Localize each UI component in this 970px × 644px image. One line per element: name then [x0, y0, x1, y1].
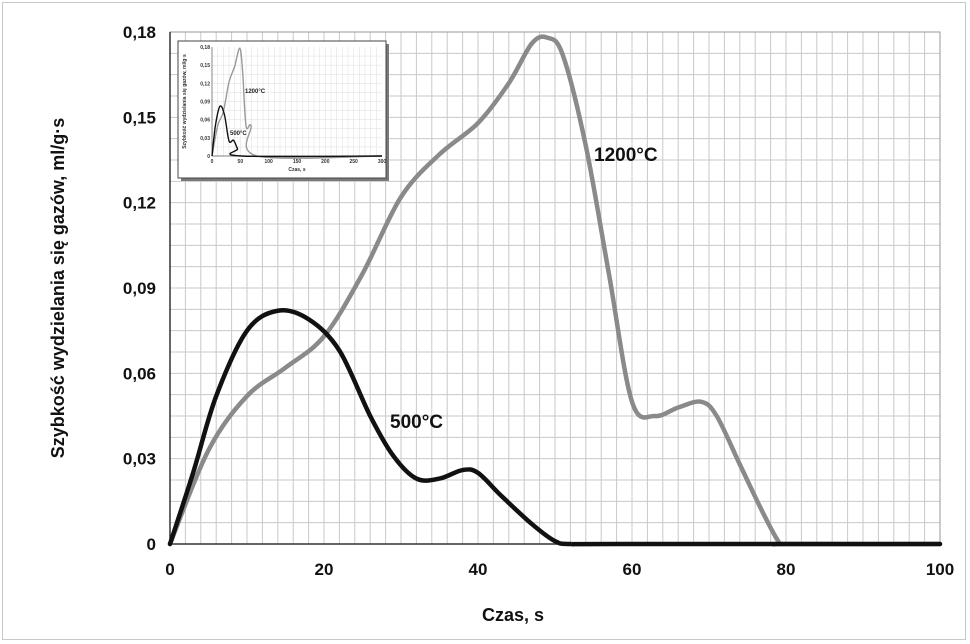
series-lines: [167, 34, 943, 547]
inset-y-tick-label: 0,03: [200, 136, 210, 142]
inset-y-tick-label: 0,09: [200, 100, 210, 106]
series-line-1200c: [167, 34, 943, 547]
inset-x-tick-label: 100: [264, 159, 273, 165]
y-tick-label: 0,03: [123, 450, 156, 469]
x-tick-label: 100: [926, 560, 954, 579]
y-tick-label: 0,18: [123, 23, 156, 42]
inset-y-tick-label: 0,15: [200, 63, 210, 69]
y-tick-label: 0,06: [123, 364, 156, 383]
y-axis-title: Szybkość wydzielania się gazów, ml/g·s: [48, 118, 68, 458]
inset-x-tick-label: 150: [293, 159, 302, 165]
x-tick-label: 80: [777, 560, 796, 579]
x-tick-label: 60: [623, 560, 642, 579]
inset-x-tick-label: 250: [349, 159, 358, 165]
y-tick-label: 0,12: [123, 194, 156, 213]
series-label-500: 500°C: [390, 412, 443, 433]
inset-series-label-1200: 1200°C: [245, 89, 266, 95]
inset-series-line-500c: [211, 105, 383, 158]
inset-y-tick-label: 0,18: [200, 45, 210, 51]
inset-chart: 0 50 100 150 200 250 300 0 0,03 0,06 0,09 0,12 0,15 0…: [177, 40, 389, 181]
tick-labels: 0 20 40 60 80 100 0 0,03 0,06 0,09 0,12 0,15 0,18: [123, 23, 954, 579]
inset-series-line-1200c: [211, 47, 383, 159]
inset-series-label-500: 500°C: [230, 131, 247, 137]
series-label-1200: 1200°C: [594, 145, 658, 166]
inset-x-tick-label: 300: [378, 159, 387, 165]
inset-x-axis-title: Czas, s: [288, 167, 305, 173]
y-tick-label: 0,15: [123, 108, 156, 127]
x-tick-label: 40: [469, 560, 488, 579]
x-tick-label: 20: [315, 560, 334, 579]
inset-x-tick-label: 0: [211, 159, 214, 165]
inset-y-tick-label: 0: [207, 154, 210, 160]
x-axis-title: Czas, s: [482, 605, 544, 625]
inset-x-tick-label: 50: [238, 159, 244, 165]
x-tick-label: 0: [165, 560, 174, 579]
y-tick-label: 0: [147, 535, 156, 554]
inset-x-tick-label: 200: [321, 159, 330, 165]
inset-y-tick-label: 0,12: [200, 81, 210, 87]
y-tick-label: 0,09: [123, 279, 156, 298]
inset-y-axis-title: Szybkość wydzielania się gazów, ml/g·s: [182, 54, 188, 149]
series-line-500c: [167, 308, 943, 547]
inset-y-tick-label: 0,06: [200, 118, 210, 124]
